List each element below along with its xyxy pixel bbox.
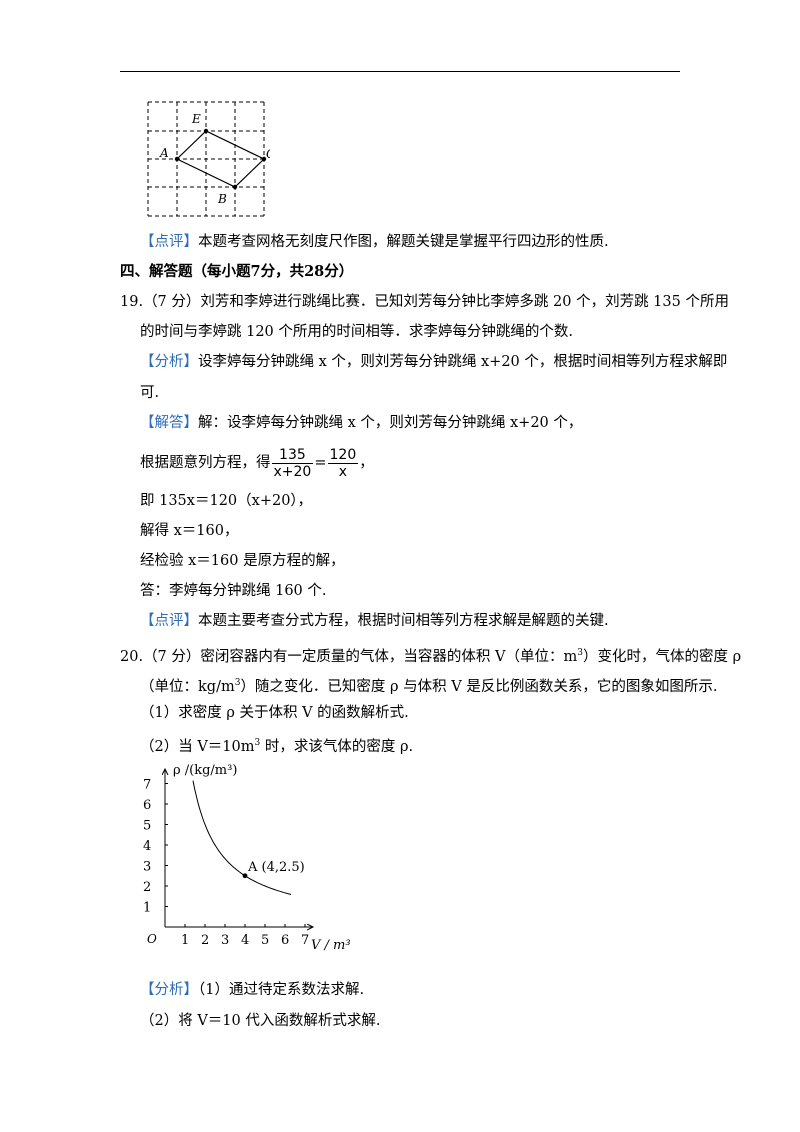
q20-stem-line2: （单位：kg/m3）随之变化．已知密度 ρ 与体积 V 是反比例函数关系，它的图… (140, 673, 717, 697)
point-a (174, 156, 180, 162)
q19-analysis-line2: 可. (140, 385, 160, 401)
point-b (232, 184, 238, 190)
fraction-right-numerator: 120 (327, 446, 359, 464)
q19-number: 19. (120, 294, 144, 310)
q19-answer-line3: 即 135x＝120（x+20）， (140, 493, 313, 509)
label-a: A (159, 146, 169, 160)
analysis-tag: 【分析】 (140, 354, 198, 370)
label-c: C (266, 147, 270, 161)
y-tick-label: 1 (143, 901, 151, 916)
q19-equation-suffix: ， (359, 455, 374, 471)
x-tick-label: 7 (301, 933, 309, 948)
y-tick-label: 5 (143, 819, 151, 834)
y-tick-label: 6 (143, 798, 151, 813)
q20-analysis-text1: （1）通过待定系数法求解. (198, 982, 365, 998)
q19-stem-line2: 的时间与李婷跳 120 个所用的时间相等．求李婷每分钟跳绳的个数. (140, 324, 574, 340)
y-tick-label: 7 (143, 778, 151, 793)
q19-review-text: 本题主要考查分式方程，根据时间相等列方程求解是解题的关键. (198, 613, 609, 629)
label-e: E (191, 112, 201, 126)
q19-answer-line5: 经检验 x＝160 是原方程的解， (140, 553, 345, 569)
q20-stem-text1b: ）变化时，气体的密度 ρ (582, 648, 742, 665)
q19-stem-line1: 19.（7 分）刘芳和李婷进行跳绳比赛．已知刘芳每分钟比李婷多跳 20 个，刘芳… (120, 292, 729, 312)
q19-answer-line4: 解得 x＝160， (140, 523, 239, 539)
fraction-right-denominator: x (338, 463, 348, 480)
point-a-marker (242, 873, 248, 879)
y-tick-label: 4 (143, 839, 151, 854)
point-c (261, 156, 267, 162)
y-tick-label: 2 (143, 880, 151, 895)
fraction-left-denominator: x+20 (273, 463, 312, 480)
q20-part2-a: （2）当 V＝10m (140, 738, 255, 755)
header-rule (120, 71, 680, 72)
q19-equation-prefix: 根据题意列方程，得 (140, 455, 271, 471)
grid-figure: E A C B (147, 101, 270, 217)
x-tick-label: 2 (201, 933, 209, 948)
section-title: 四、解答题（每小题7分，共28分） (120, 263, 354, 280)
q20-stem-line1: 20.（7 分）密闭容器内有一定质量的气体，当容器的体积 V（单位：m3）变化时… (120, 643, 741, 667)
q20-part1: （1）求密度 ρ 关于体积 V 的函数解析式. (140, 705, 409, 721)
y-tick-label: 3 (143, 860, 151, 875)
q20-stem-text2b: ）随之变化．已知密度 ρ 与体积 V 是反比例函数关系，它的图象如图所示. (240, 678, 718, 695)
x-tick-label: 4 (241, 933, 249, 948)
point-e (203, 128, 209, 134)
q19-answer-text1: 解：设李婷每分钟跳绳 x 个，则刘芳每分钟跳绳 x+20 个， (198, 415, 583, 431)
origin-label: O (147, 932, 157, 946)
analysis-tag: 【分析】 (140, 982, 198, 998)
equals-sign: = (314, 455, 327, 471)
q19-answer-line1: 【解答】解：设李婷每分钟跳绳 x 个，则刘芳每分钟跳绳 x+20 个， (140, 413, 582, 433)
q19-analysis-text1: 设李婷每分钟跳绳 x 个，则刘芳每分钟跳绳 x+20 个，根据时间相等列方程求解… (198, 354, 728, 370)
q19-analysis-line1: 【分析】设李婷每分钟跳绳 x 个，则刘芳每分钟跳绳 x+20 个，根据时间相等列… (140, 352, 727, 372)
q20-part2-b: 时，求该气体的密度 ρ. (260, 738, 414, 755)
point-a-label: A (4,2.5) (247, 860, 305, 875)
answer-tag: 【解答】 (140, 415, 198, 431)
x-tick-label: 1 (181, 933, 189, 948)
fraction-right: 120 x (327, 446, 359, 480)
q20-stem-text2a: （单位：kg/m (140, 678, 235, 695)
q19-stem-text1: （7 分）刘芳和李婷进行跳绳比赛．已知刘芳每分钟比李婷多跳 20 个，刘芳跳 1… (143, 294, 729, 310)
inverse-curve (192, 780, 292, 895)
fraction-left-numerator: 135 (271, 447, 314, 464)
q19-equation-line: 根据题意列方程，得 135 x+20 = 120 x， (140, 445, 374, 481)
q20-number: 20. (120, 648, 144, 665)
x-tick-label: 5 (261, 933, 269, 948)
q20-part2-sup: 3 (254, 738, 261, 748)
q19-review: 【点评】本题主要考查分式方程，根据时间相等列方程求解是解题的关键. (140, 611, 609, 631)
q20-stem-sup2: 3 (234, 678, 241, 688)
x-tick-label: 3 (221, 933, 229, 948)
y-axis-label: ρ /(kg/m³) (173, 763, 237, 778)
fraction-left: 135 x+20 (271, 447, 314, 480)
q20-analysis-line2: （2）将 V＝10 代入函数解析式求解. (140, 1013, 381, 1029)
review-tag: 【点评】 (140, 613, 198, 629)
p18-review: 【点评】本题考查网格无刻度尺作图，解题关键是掌握平行四边形的性质. (140, 232, 609, 252)
label-b: B (217, 192, 227, 206)
review-tag: 【点评】 (140, 234, 198, 250)
q19-answer-line6: 答：李婷每分钟跳绳 160 个. (140, 583, 327, 599)
q20-analysis-line1: 【分析】（1）通过待定系数法求解. (140, 980, 364, 1000)
q20-part2: （2）当 V＝10m3 时，求该气体的密度 ρ. (140, 733, 413, 757)
x-tick-label: 6 (281, 933, 289, 948)
q20-stem-text1a: （7 分）密闭容器内有一定质量的气体，当容器的体积 V（单位：m (143, 648, 578, 665)
p18-review-text: 本题考查网格无刻度尺作图，解题关键是掌握平行四边形的性质. (198, 234, 609, 250)
q20-stem-sup1: 3 (577, 648, 583, 658)
x-axis-label: V / m³ (311, 938, 351, 953)
